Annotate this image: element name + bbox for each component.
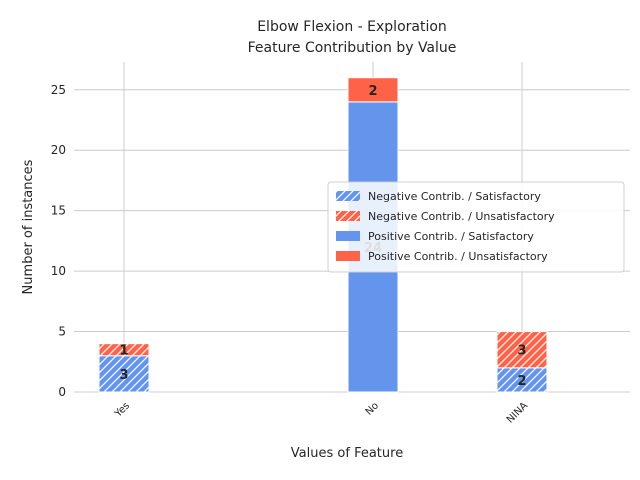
legend: Negative Contrib. / Satisfactory Negative… <box>327 181 625 273</box>
bar-hatch <box>99 355 149 392</box>
y-tick-label: 25 <box>51 83 66 97</box>
bar-segment <box>347 77 399 103</box>
legend-entry: Negative Contrib. / Satisfactory <box>368 190 541 203</box>
legend-box <box>327 181 625 273</box>
bar-value-label: 2 <box>517 374 526 389</box>
bar-hatch <box>99 343 149 356</box>
bar-value-label: 2 <box>368 84 377 99</box>
bar-value-label: 3 <box>517 344 526 359</box>
x-tick-labels: Yes No NINA <box>112 400 530 425</box>
y-tick-labels: 0 5 10 15 20 25 <box>51 83 66 399</box>
x-axis-label: Values of Feature <box>291 446 403 461</box>
legend-swatch-hatch <box>336 211 360 221</box>
bar-hatch <box>497 331 547 368</box>
y-axis-label: Number of instances <box>21 159 36 294</box>
y-tick-label: 0 <box>58 385 66 399</box>
legend-swatch <box>336 251 360 261</box>
bar-value-label: 1 <box>119 344 128 359</box>
chart-title-line2: Feature Contribution by Value <box>248 40 457 56</box>
legend-entry: Negative Contrib. / Unsatisfactory <box>368 210 555 223</box>
x-tick-label: No <box>364 400 381 417</box>
y-tick-label: 5 <box>58 325 66 339</box>
y-tick-label: 10 <box>51 264 66 278</box>
legend-swatch <box>336 231 360 241</box>
y-tick-label: 20 <box>51 143 66 157</box>
legend-entry: Positive Contrib. / Satisfactory <box>368 230 534 243</box>
x-tick-label: NINA <box>505 400 530 425</box>
y-tick-label: 15 <box>51 204 66 218</box>
legend-swatch-hatch <box>336 191 360 201</box>
bar-value-label: 3 <box>119 368 128 383</box>
legend-entry: Positive Contrib. / Unsatisfactory <box>368 250 548 263</box>
x-tick-label: Yes <box>112 400 132 420</box>
bar-hatch <box>497 367 547 392</box>
chart-title-line1: Elbow Flexion - Exploration <box>257 19 447 35</box>
